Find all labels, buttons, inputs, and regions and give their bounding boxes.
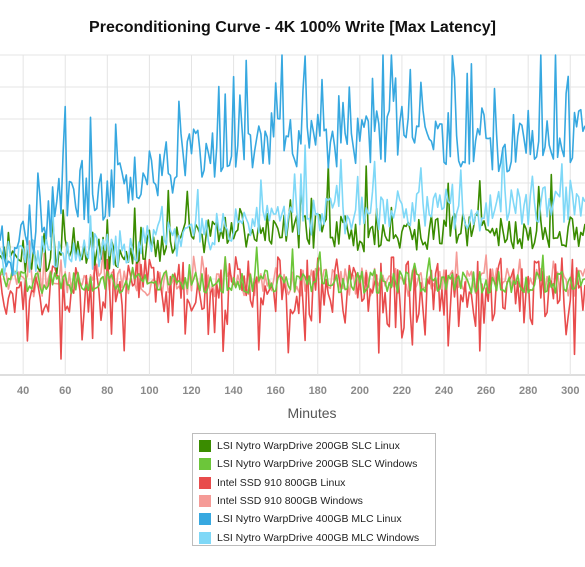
series-line-6: [0, 144, 585, 277]
series-line-4: [0, 240, 585, 298]
x-axis-title: Minutes: [287, 405, 336, 421]
legend-swatch: [199, 458, 211, 471]
x-tick-label: 200: [351, 385, 369, 397]
series-line-3: [0, 256, 585, 360]
legend-label: LSI Nytro WarpDrive 200GB SLC Linux: [217, 440, 400, 453]
x-tick-label: 180: [309, 385, 327, 397]
x-tick-label: 140: [224, 385, 242, 397]
legend-item: LSI Nytro WarpDrive 400GB MLC Linux: [199, 510, 435, 528]
x-tick-label: 120: [182, 385, 200, 397]
chart-title: Preconditioning Curve - 4K 100% Write [M…: [89, 19, 496, 36]
series-line-2: [0, 246, 585, 295]
x-tick-label: 80: [101, 385, 113, 397]
series-layer: [0, 54, 585, 360]
x-tick-label: 240: [435, 385, 453, 397]
legend-swatch: [199, 476, 211, 489]
x-tick-label: 40: [17, 385, 29, 397]
legend-swatch: [199, 495, 211, 508]
x-tick-label: 260: [477, 385, 495, 397]
tick-layer: 40 60 80 100 120 140 160 180 200 220 240 260 280 300: [17, 385, 579, 397]
series-line-5: [0, 54, 585, 277]
legend-item: Intel SSD 910 800GB Linux: [199, 474, 435, 492]
legend-swatch: [199, 531, 211, 544]
legend-item: LSI Nytro WarpDrive 400GB MLC Windows: [199, 528, 435, 546]
legend-swatch: [199, 513, 211, 526]
legend: LSI Nytro WarpDrive 200GB SLC Linux LSI N…: [192, 433, 436, 546]
x-tick-label: 60: [59, 385, 71, 397]
x-tick-label: 280: [519, 385, 537, 397]
x-tick-label: 100: [140, 385, 158, 397]
legend-item: LSI Nytro WarpDrive 200GB SLC Linux: [199, 437, 435, 455]
legend-item: LSI Nytro WarpDrive 200GB SLC Windows: [199, 455, 435, 473]
legend-item: Intel SSD 910 800GB Windows: [199, 492, 435, 510]
x-tick-label: 300: [561, 385, 579, 397]
legend-label: Intel SSD 910 800GB Windows: [217, 495, 363, 508]
x-tick-label: 220: [393, 385, 411, 397]
x-tick-label: 160: [266, 385, 284, 397]
legend-swatch: [199, 440, 211, 453]
legend-label: LSI Nytro WarpDrive 200GB SLC Windows: [217, 458, 418, 471]
legend-label: Intel SSD 910 800GB Linux: [217, 476, 346, 489]
legend-label: LSI Nytro WarpDrive 400GB MLC Windows: [217, 531, 420, 544]
legend-label: LSI Nytro WarpDrive 400GB MLC Linux: [217, 513, 402, 526]
